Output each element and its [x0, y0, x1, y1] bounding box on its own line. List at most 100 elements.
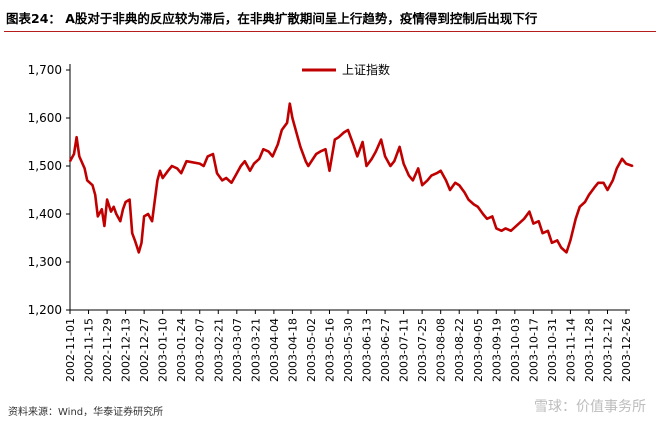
x-tick-label: 2002-11-29 [101, 318, 114, 382]
data-point [426, 179, 429, 182]
data-point [128, 198, 131, 201]
plot-area: 1,200 1,300 1,400 1,500 1,600 1,700 2002-11-01… [28, 62, 634, 382]
line-chart: 1,200 1,300 1,400 1,500 1,600 1,700 2002-11-01… [28, 62, 634, 382]
data-point [176, 167, 179, 170]
x-tick-label: 2002-12-27 [138, 318, 151, 382]
y-tick-label: 1,500 [28, 159, 62, 173]
data-point [137, 251, 140, 254]
data-point [458, 184, 461, 187]
data-point [631, 165, 634, 167]
data-point [398, 145, 401, 148]
data-point [239, 165, 242, 167]
data-point [584, 201, 586, 203]
data-point [185, 160, 188, 163]
data-point [565, 251, 568, 254]
title-divider [4, 31, 656, 32]
data-point [91, 184, 94, 187]
data-point [374, 150, 377, 153]
x-tick-label: 2003-12-12 [601, 318, 614, 382]
x-tick-label: 2003-11-14 [564, 318, 577, 382]
x-tick-label: 2003-01-24 [175, 318, 188, 382]
data-point [124, 201, 127, 203]
x-tick-label: 2003-09-05 [472, 318, 485, 382]
data-point [476, 205, 479, 208]
data-point [430, 174, 433, 177]
data-point [96, 215, 99, 218]
x-tick-label: 2003-11-28 [583, 318, 596, 382]
legend-label: 上证指数 [342, 62, 390, 77]
x-tick-label: 2002-12-13 [120, 318, 133, 382]
x-tick-label: 2003-07-25 [416, 318, 429, 382]
data-point [510, 229, 512, 232]
data-point [541, 232, 544, 235]
data-point [234, 174, 237, 177]
data-point [625, 162, 627, 165]
x-tick-label: 2003-08-22 [453, 318, 466, 382]
data-point [156, 179, 159, 182]
data-point [365, 165, 368, 167]
watermark: 雪球：价值事务所 [534, 399, 646, 415]
data-point [402, 162, 405, 165]
data-point [315, 153, 318, 155]
x-tick-label: 2003-12-26 [620, 318, 633, 382]
data-point [161, 177, 164, 179]
data-point [445, 179, 447, 182]
data-point [73, 153, 75, 155]
x-tick-label: 2003-02-21 [212, 318, 225, 382]
data-point [276, 143, 279, 146]
data-point [212, 153, 214, 155]
data-point [106, 198, 108, 201]
data-point [112, 205, 115, 208]
x-tick-label: 2003-03-07 [231, 318, 244, 382]
data-point [384, 155, 386, 158]
x-tick-label: 2002-11-01 [64, 318, 77, 382]
data-point [328, 169, 331, 172]
chart-title: 图表24： A股对于非典的反应较为滞后，在非典扩散期间呈上行趋势，疫情得到控制后… [6, 11, 538, 26]
data-point [343, 131, 345, 134]
data-point [243, 160, 246, 163]
data-point [547, 229, 549, 232]
data-point [286, 121, 288, 124]
data-point [267, 150, 270, 153]
data-point [333, 138, 336, 141]
data-point [115, 213, 118, 215]
data-point [167, 169, 169, 172]
data-point [523, 217, 525, 220]
data-point [574, 217, 577, 220]
data-point [356, 155, 359, 158]
data-point [621, 157, 623, 160]
data-point [408, 174, 410, 177]
data-point [389, 165, 392, 167]
data-point [94, 193, 97, 196]
data-point [467, 198, 470, 201]
x-tick-label: 2003-02-07 [194, 318, 207, 382]
data-point [611, 179, 614, 182]
data-point [504, 227, 507, 230]
x-tick-label: 2003-03-21 [249, 318, 262, 382]
data-point [495, 227, 498, 230]
x-tick-label: 2003-01-10 [157, 318, 170, 382]
x-tick-label: 2003-04-04 [268, 318, 281, 382]
data-point [69, 160, 71, 163]
x-tick-label: 2003-08-08 [435, 318, 448, 382]
data-point [449, 189, 451, 191]
data-point [206, 155, 209, 158]
data-point [225, 177, 228, 179]
data-point [307, 165, 310, 167]
data-point [482, 213, 484, 215]
y-tick-label: 1,400 [28, 207, 62, 221]
data-point [258, 157, 261, 160]
data-point [147, 213, 150, 215]
data-point [588, 193, 590, 196]
data-point [615, 167, 618, 170]
data-point [532, 222, 535, 225]
source-note: 资料来源：Wind，华泰证券研究所 [8, 407, 164, 418]
x-tick-label: 2003-10-31 [546, 318, 559, 382]
data-point [421, 184, 424, 187]
data-point [500, 229, 503, 232]
data-point [83, 167, 86, 170]
data-point [151, 220, 154, 223]
x-tick-label: 2003-04-18 [286, 318, 299, 382]
data-point [296, 136, 299, 139]
data-point [528, 210, 531, 213]
